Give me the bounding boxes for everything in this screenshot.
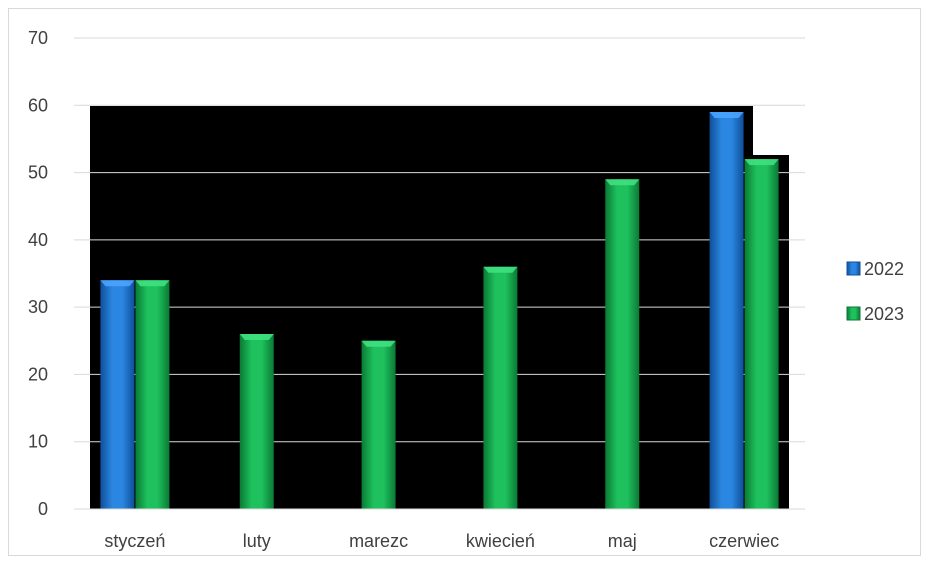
- y-tick-label: 40: [28, 230, 48, 250]
- y-tick-label: 70: [28, 28, 48, 48]
- bar-2023-1: [135, 280, 170, 509]
- bar-bevel: [239, 334, 274, 341]
- x-tick-label: kwiecień: [466, 531, 535, 551]
- x-tick-label: styczeń: [104, 531, 165, 551]
- legend: 2022 2023: [846, 259, 904, 324]
- x-tick-label: luty: [243, 531, 271, 551]
- bar-bevel: [100, 280, 135, 287]
- y-tick-label: 20: [28, 364, 48, 384]
- bar-2023-6: [744, 159, 779, 509]
- bar-bevel: [744, 159, 779, 166]
- bar-bevel: [709, 112, 744, 119]
- bar-2022-1: [100, 280, 135, 509]
- legend-label-2023: 2023: [864, 304, 904, 324]
- x-tick-label: czerwiec: [709, 531, 779, 551]
- y-tick-label: 30: [28, 297, 48, 317]
- axes: 0 10 20 30 40 50 60 70 styczeń luty marezc kwiecień…: [28, 28, 805, 551]
- bar-2023-4: [483, 266, 518, 509]
- bar-2023-5: [605, 179, 640, 510]
- bar-2022-6: [709, 112, 744, 509]
- gridlines: [74, 37, 805, 443]
- x-tick-label: marezc: [349, 531, 408, 551]
- legend-swatch-2022: [846, 261, 861, 276]
- y-tick-label: 10: [28, 432, 48, 452]
- y-tick-label: 50: [28, 163, 48, 183]
- y-tick-label: 0: [38, 499, 48, 519]
- bar-2023-2: [239, 334, 274, 509]
- legend-swatch-2023: [846, 306, 861, 321]
- bar-2023-3: [361, 340, 396, 509]
- y-tick-label: 60: [28, 95, 48, 115]
- bar-bevel: [361, 340, 396, 347]
- bars: [100, 112, 779, 510]
- legend-label-2022: 2022: [864, 259, 904, 279]
- bar-bevel: [135, 280, 170, 287]
- bar-bevel: [483, 266, 518, 273]
- x-tick-label: maj: [608, 531, 637, 551]
- bar-bevel: [605, 179, 640, 186]
